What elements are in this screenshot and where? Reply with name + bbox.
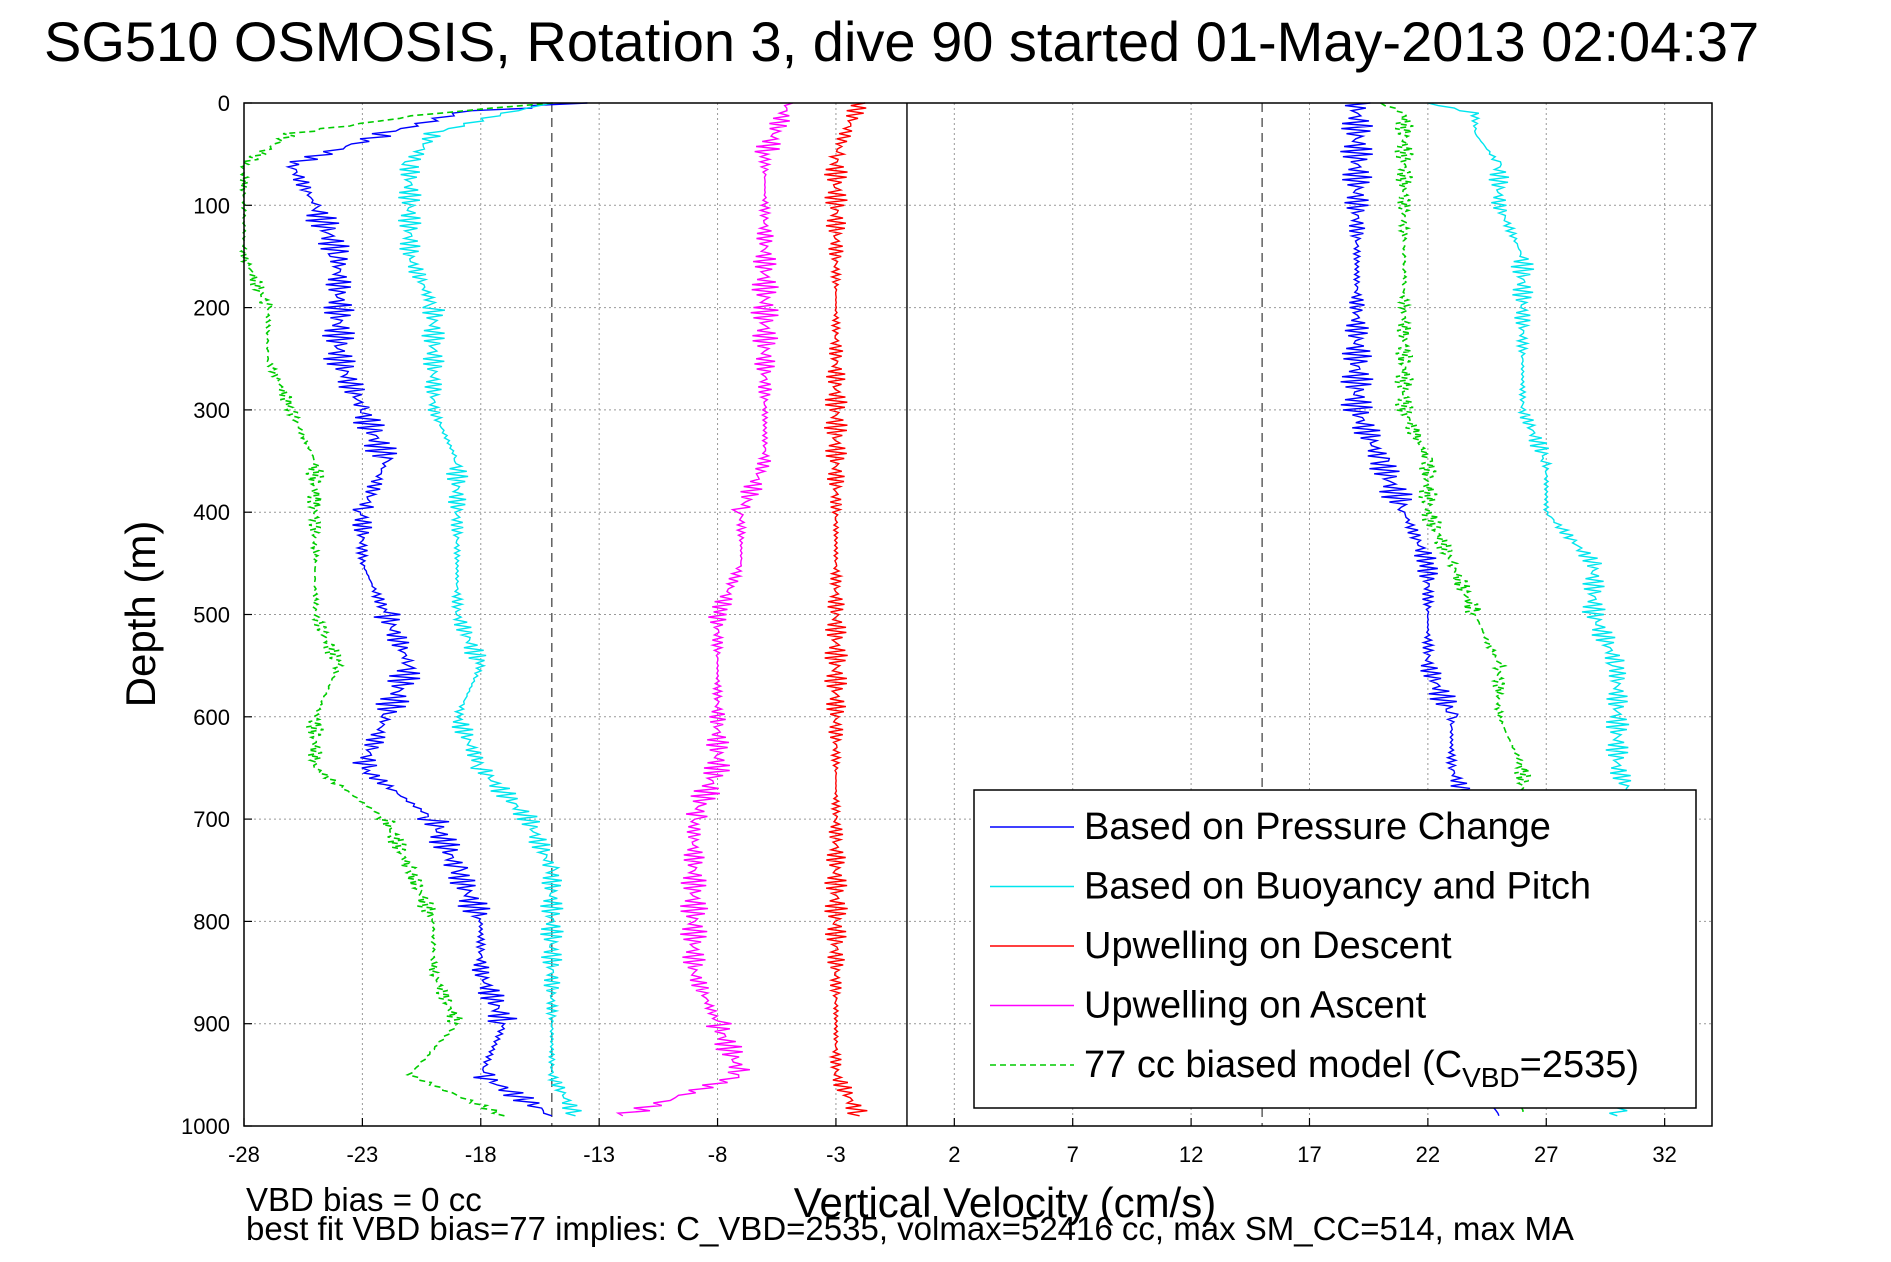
footer-line-2: best fit VBD bias=77 implies: C_VBD=2535…	[246, 1210, 1574, 1247]
series-1-descent-line	[285, 102, 588, 1117]
y-tick-label: 500	[193, 603, 230, 628]
y-tick-label: 300	[193, 398, 230, 423]
y-tick-labels: 0 100 200 300 400 500 600 700 800 900 1000	[181, 91, 230, 1139]
series-3-line	[824, 102, 868, 1117]
plot-frame	[243, 102, 1713, 1127]
y-tick-label: 800	[193, 909, 230, 934]
legend-label-4: Upwelling on Ascent	[1084, 985, 1427, 1027]
legend-label-1: Based on Pressure Change	[1084, 806, 1551, 848]
x-tick-label: 22	[1416, 1142, 1440, 1167]
x-tick-label: -8	[708, 1142, 728, 1167]
x-tick-label: 17	[1297, 1142, 1321, 1167]
reference-lines	[551, 103, 1263, 1126]
x-tick-label: 12	[1179, 1142, 1203, 1167]
chart-title: SG510 OSMOSIS, Rotation 3, dive 90 start…	[44, 10, 1760, 73]
x-tick-label: 32	[1652, 1142, 1676, 1167]
series-4-line	[615, 102, 794, 1117]
series-5-descent-line	[236, 102, 553, 1117]
y-axis-label: Depth (m)	[117, 521, 164, 708]
y-tick-label: 1000	[181, 1114, 230, 1139]
y-tick-label: 400	[193, 500, 230, 525]
legend-label-3: Upwelling on Descent	[1084, 925, 1452, 967]
x-tick-label: -23	[346, 1142, 378, 1167]
x-tick-labels: -28 -23 -18 -13 -8 -3 2 7 12 17 22 27 32	[228, 1142, 1677, 1167]
x-tick-label: -3	[826, 1142, 846, 1167]
x-axis-label: Vertical Velocity (cm/s)	[794, 1179, 1216, 1226]
y-tick-label: 600	[193, 705, 230, 730]
y-tick-label: 700	[193, 807, 230, 832]
footer-line-1: VBD bias = 0 cc	[246, 1181, 482, 1218]
x-tick-label: -13	[583, 1142, 615, 1167]
y-tick-label: 0	[218, 91, 230, 116]
x-tick-label: 2	[948, 1142, 960, 1167]
x-tick-label: 27	[1534, 1142, 1558, 1167]
series-2-descent-line	[398, 102, 582, 1117]
legend-box	[973, 789, 1697, 1109]
x-tick-label: 7	[1067, 1142, 1079, 1167]
legend-label-5: 77 cc biased model (CVBD=2535)	[1084, 1044, 1639, 1093]
legend: Based on Pressure Change Based on Buoyanc…	[973, 789, 1697, 1109]
series-5-ascent-line	[1380, 102, 1533, 1116]
y-tick-label: 100	[193, 193, 230, 218]
x-tick-label: -28	[228, 1142, 260, 1167]
y-tick-label: 200	[193, 296, 230, 321]
series-lines	[236, 102, 1653, 1117]
x-tick-label: -18	[465, 1142, 497, 1167]
y-tick-label: 900	[193, 1012, 230, 1037]
legend-label-2: Based on Buoyancy and Pitch	[1084, 866, 1591, 908]
